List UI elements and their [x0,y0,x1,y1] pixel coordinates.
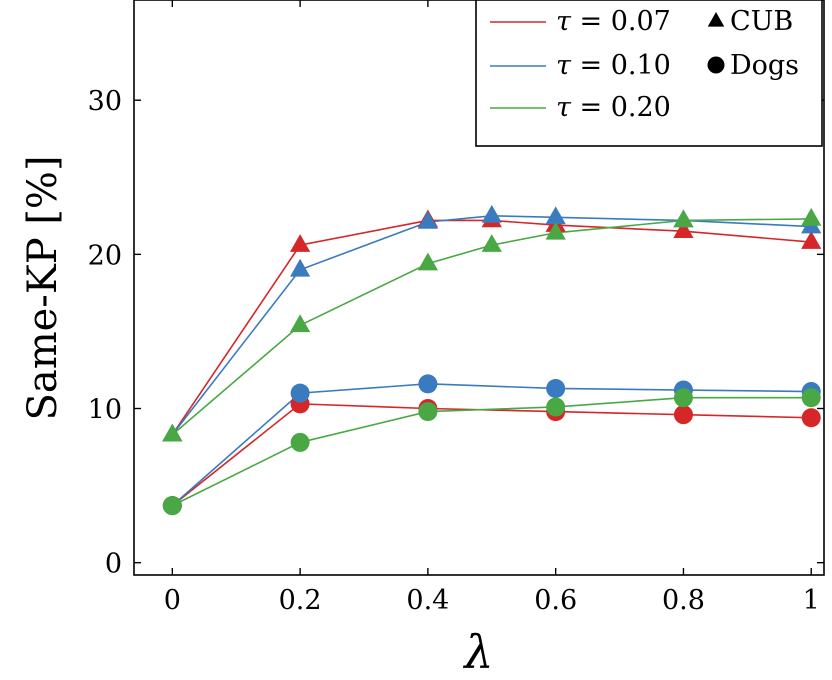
data-point-cub [481,234,502,252]
x-tick-label: 0.8 [662,585,705,616]
legend-triangle-icon [707,12,725,27]
plot-frame [133,0,825,576]
data-point-cub [417,210,439,229]
y-tick-label: 20 [88,240,122,271]
data-point-cub [417,252,439,271]
x-axis-label: λ [462,625,493,679]
data-point-cub [801,231,822,249]
data-point-cub [673,209,694,228]
legend: τ = 0.07 τ = 0.10 τ = 0.20 CUB Dogs [475,0,823,147]
y-tick-label: 0 [105,549,122,580]
data-point-dogs [162,496,182,516]
x-tick-label: 0 [164,585,181,616]
x-tick-label: 1 [803,585,820,616]
y-axis-label: Same-KP [%] [20,155,66,420]
series-line-dogs-0.07 [171,403,812,507]
data-point-dogs [418,374,438,394]
legend-entry-label: τ = 0.07 [556,6,671,37]
data-point-dogs [801,388,821,408]
series-line-dogs-0.20 [171,396,812,507]
legend-circle-icon [707,56,725,74]
data-point-cub [162,423,183,442]
data-point-dogs [546,378,566,398]
series-markers [162,204,822,516]
x-tick-label: 0.2 [279,585,322,616]
data-point-dogs [290,432,310,452]
data-point-cub [289,314,311,333]
data-point-dogs [546,397,566,417]
data-point-cub [545,206,566,225]
series-line-dogs-0.10 [171,383,812,507]
series-line-cub-0.07 [171,219,812,436]
legend-marker-label: Dogs [730,50,799,81]
data-point-cub [289,234,311,252]
data-point-cub [545,221,566,240]
data-point-dogs [290,383,310,403]
legend-marker-label: CUB [730,6,793,37]
data-point-dogs [418,402,438,422]
x-tick-label: 0.6 [534,585,577,616]
x-tick-label: 0.4 [406,585,449,616]
data-point-cub [289,258,311,277]
data-point-dogs [673,405,693,425]
series-lines [171,215,812,507]
data-point-dogs [673,388,693,408]
data-point-cub [481,204,502,223]
data-point-dogs [801,408,821,428]
legend-entry-label: τ = 0.20 [556,92,671,123]
legend-box [475,0,823,147]
data-point-cub [673,220,694,239]
legend-entry-label: τ = 0.10 [556,50,671,81]
y-tick-label: 30 [88,86,122,117]
y-tick-label: 10 [88,395,122,426]
data-point-cub [801,207,822,226]
